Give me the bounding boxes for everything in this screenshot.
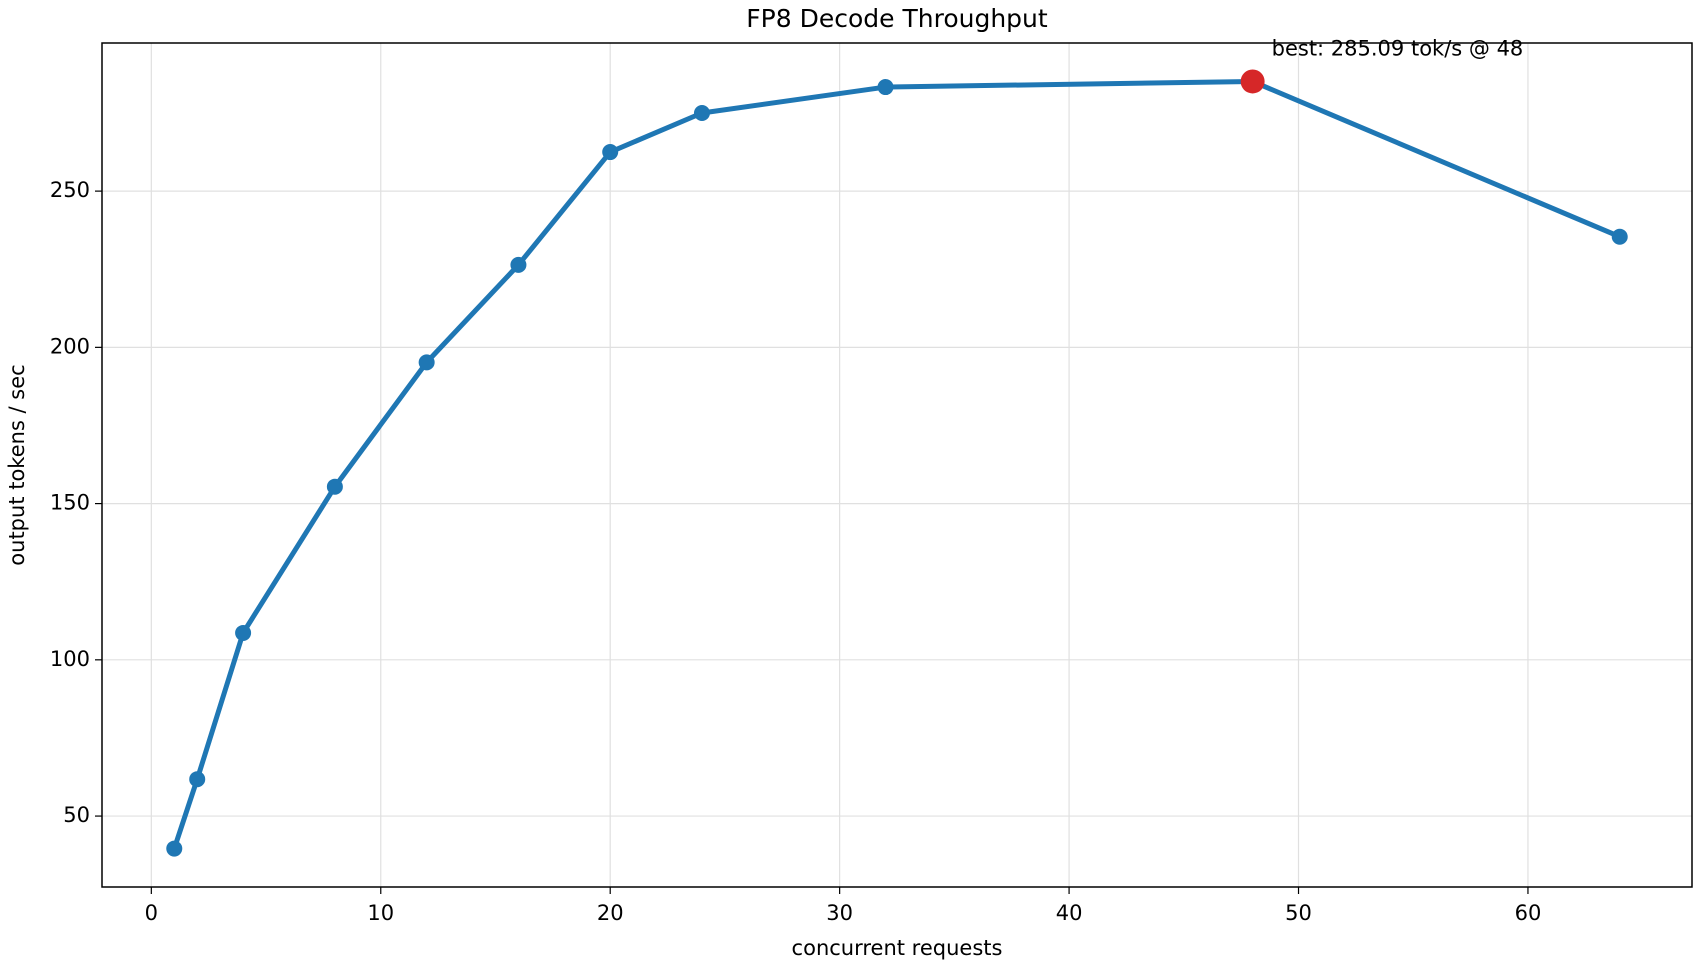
point xyxy=(1611,228,1628,245)
plot-frame xyxy=(101,42,1693,888)
point xyxy=(510,256,527,273)
y-axis-label: output tokens / sec xyxy=(5,364,29,565)
x-tick-label: 50 xyxy=(1285,901,1312,925)
x-axis-label: concurrent requests xyxy=(792,936,1003,960)
y-tick-label: 200 xyxy=(50,334,90,358)
y-tick-label: 50 xyxy=(63,803,90,827)
best-point xyxy=(1240,69,1265,94)
x-tick-label: 60 xyxy=(1515,901,1542,925)
x-tick-label: 0 xyxy=(145,901,158,925)
x-tick-label: 10 xyxy=(367,901,394,925)
line xyxy=(171,78,1621,850)
y-tick-label: 100 xyxy=(50,647,90,671)
point xyxy=(166,840,183,857)
x-tick-label: 40 xyxy=(1056,901,1083,925)
x-tick-label: 20 xyxy=(597,901,624,925)
chart-title: FP8 Decode Throughput xyxy=(746,4,1048,33)
point xyxy=(235,624,252,641)
point xyxy=(877,79,894,96)
annotation: best: 285.09 tok/s @ 48 xyxy=(1272,36,1524,60)
point xyxy=(326,478,343,495)
y-tick-label: 250 xyxy=(50,178,90,202)
point xyxy=(693,104,710,121)
point xyxy=(602,144,619,161)
point xyxy=(418,354,435,371)
x-tick-label: 30 xyxy=(826,901,853,925)
y-tick-label: 150 xyxy=(50,491,90,515)
point xyxy=(189,771,206,788)
